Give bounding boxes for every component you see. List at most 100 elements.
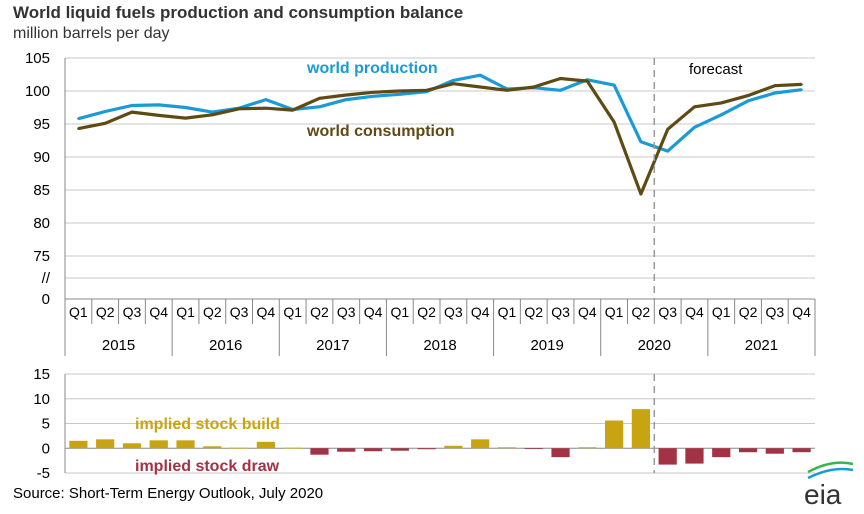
series-point-1	[773, 84, 777, 87]
quarter-label: Q2	[632, 304, 651, 320]
quarter-label: Q1	[69, 304, 88, 320]
y-tick-label: 95	[33, 116, 50, 133]
series-point-0	[746, 99, 750, 103]
year-label: 2018	[423, 337, 456, 354]
top-series	[77, 73, 803, 196]
quarter-label: Q1	[176, 304, 195, 320]
series-point-0	[478, 73, 482, 77]
series-point-1	[612, 120, 616, 124]
bottom-bars	[69, 409, 811, 465]
consumption-label: world consumption	[306, 123, 455, 140]
top-y-axis: 105 100 95 90 85 80 75 // 0	[25, 50, 66, 308]
bar	[444, 445, 463, 449]
series-point-1	[666, 128, 669, 131]
series-point-1	[639, 192, 643, 196]
bar	[712, 448, 731, 458]
series-point-0	[398, 93, 402, 96]
series-point-1	[291, 108, 294, 112]
series-point-0	[318, 105, 321, 109]
series-point-0	[800, 88, 803, 91]
series-point-1	[77, 127, 80, 130]
y-tick-label: -5	[37, 465, 50, 482]
quarter-label: Q2	[310, 304, 329, 320]
bar	[738, 448, 758, 453]
forecast-label: forecast	[689, 61, 743, 78]
series-point-0	[773, 91, 777, 95]
y-tick-label: 0	[42, 440, 50, 457]
bar	[417, 448, 436, 450]
bar	[497, 447, 517, 449]
quarter-label: Q3	[551, 304, 570, 320]
quarter-label: Q3	[444, 304, 463, 320]
series-point-0	[612, 83, 616, 87]
quarter-label: Q2	[203, 304, 222, 320]
category-axis: Q1 Q2 Q3 Q4 Q1 Q2 Q3 Q4 Q1 Q2 Q3 Q4 Q1 Q2 Q3 Q4 Q1 Q2 Q3 Q4…	[64, 298, 816, 356]
bar	[578, 447, 597, 449]
bottom-y-axis: 15 10 5 0 -5	[33, 366, 66, 482]
quarter-label: Q2	[417, 304, 436, 320]
series-line-1	[78, 76, 802, 196]
bar	[230, 447, 249, 449]
series-point-0	[371, 95, 375, 98]
quarter-label: Q1	[605, 304, 624, 320]
year-label: 2021	[745, 337, 778, 354]
source-note: Source: Short-Term Energy Outlook, July …	[13, 485, 324, 502]
series-point-1	[211, 113, 214, 116]
bar	[363, 448, 383, 452]
series-point-1	[452, 82, 455, 85]
quarter-label: Q3	[337, 304, 356, 320]
y-tick-label: //	[42, 270, 51, 287]
series-point-1	[693, 105, 696, 109]
quarter-label: Q1	[390, 304, 409, 320]
bar	[122, 443, 142, 449]
y-tick-label: 75	[33, 248, 50, 265]
production-label: world production	[306, 60, 438, 77]
quarter-label: Q4	[257, 304, 276, 320]
bar	[524, 448, 543, 450]
logo-swoosh-2	[807, 467, 854, 480]
bar	[551, 448, 570, 458]
series-point-0	[345, 98, 348, 101]
bar	[149, 440, 168, 449]
series-point-1	[130, 110, 134, 114]
series-point-1	[532, 85, 535, 89]
bar	[390, 448, 409, 451]
quarter-label: Q2	[739, 304, 758, 320]
series-point-0	[452, 79, 455, 82]
series-point-1	[184, 116, 187, 120]
y-tick-label: 10	[33, 391, 50, 408]
series-point-0	[130, 104, 134, 107]
series-point-1	[237, 107, 241, 111]
bar	[605, 420, 624, 449]
series-point-0	[264, 98, 268, 101]
bar	[96, 439, 115, 449]
bar	[283, 447, 302, 449]
series-point-0	[77, 117, 80, 120]
bar	[310, 448, 329, 455]
series-point-1	[318, 97, 321, 100]
series-point-1	[746, 94, 750, 97]
bar	[658, 448, 677, 465]
series-point-0	[720, 113, 723, 116]
series-point-0	[693, 126, 696, 129]
series-point-0	[157, 103, 160, 107]
y-tick-label: 105	[25, 50, 50, 67]
bar	[256, 441, 275, 449]
series-point-1	[559, 77, 562, 80]
quarter-label: Q4	[149, 304, 168, 320]
y-tick-label: 80	[33, 215, 50, 232]
series-point-1	[157, 114, 160, 117]
series-point-1	[371, 91, 375, 94]
bar	[471, 439, 490, 449]
quarter-label: Q1	[712, 304, 731, 320]
bar	[176, 440, 195, 449]
series-point-1	[586, 79, 589, 83]
y-tick-label: 15	[33, 366, 50, 383]
year-label: 2020	[638, 337, 671, 354]
quarter-label: Q1	[283, 304, 302, 320]
series-point-0	[666, 149, 669, 153]
year-label: 2019	[530, 337, 563, 354]
quarter-label: Q4	[471, 304, 490, 320]
series-point-1	[103, 122, 107, 125]
